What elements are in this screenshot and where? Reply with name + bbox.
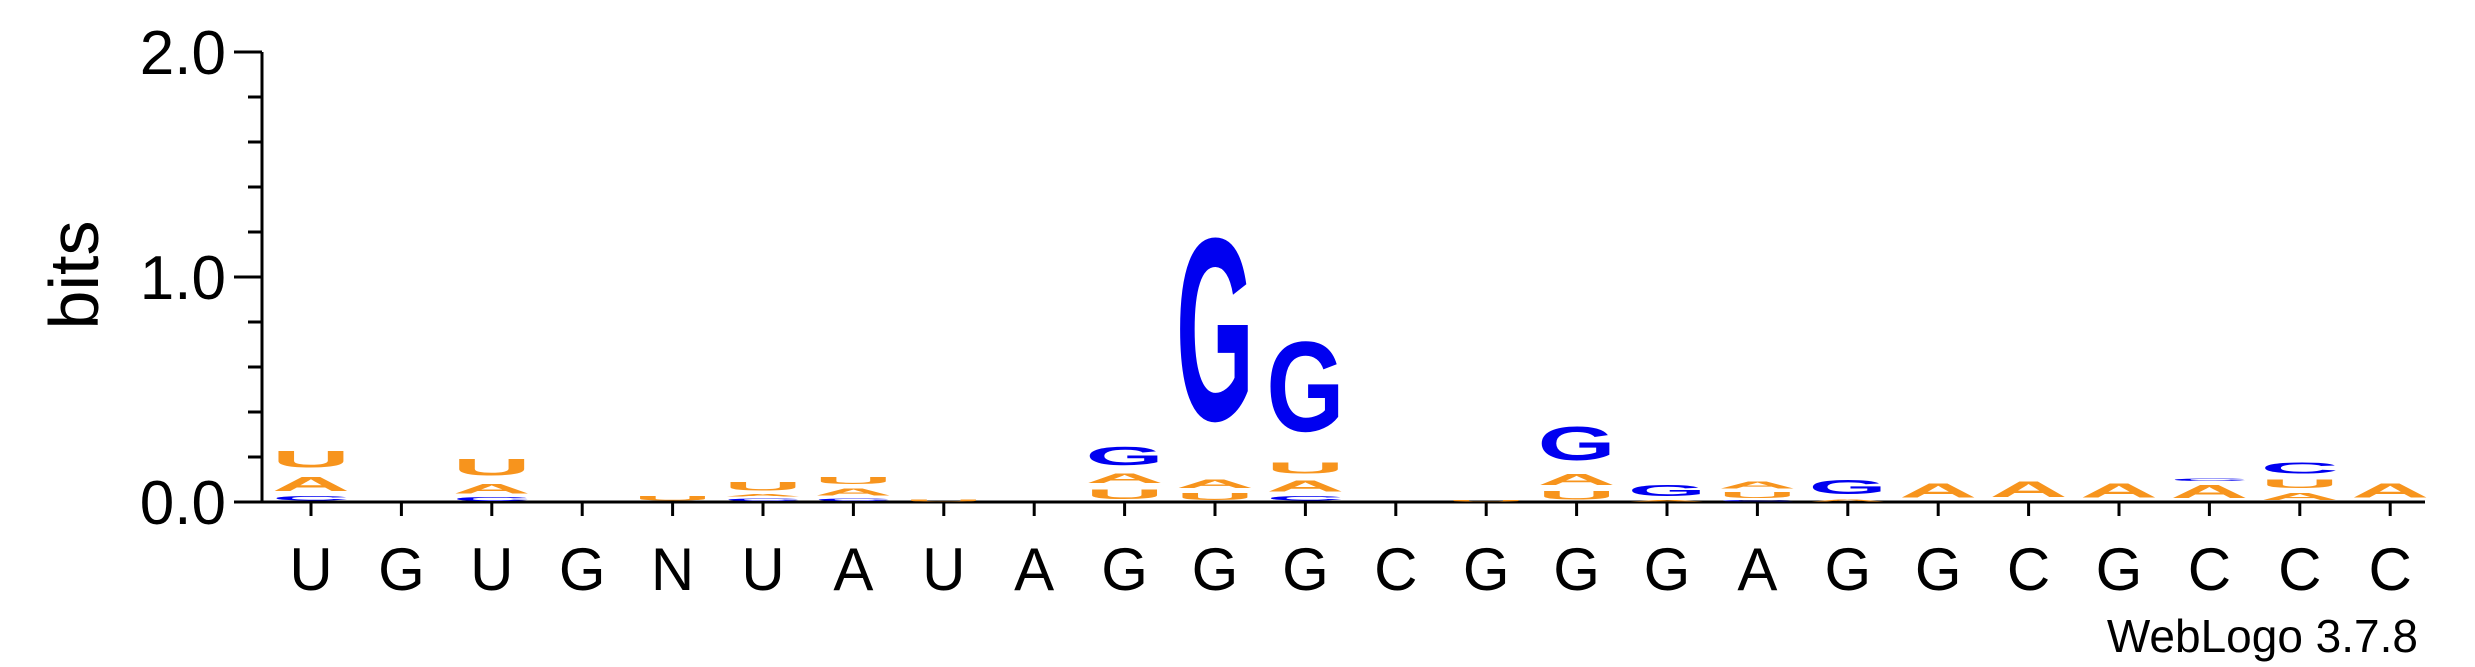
logo-glyph-u: U <box>634 495 712 502</box>
x-tick-label: G <box>1463 536 1510 603</box>
x-tick-label: G <box>378 536 425 603</box>
logo-glyph-a: A <box>2170 482 2248 502</box>
x-tick-label: A <box>833 536 873 603</box>
x-tick-label: A <box>1014 536 1054 603</box>
x-tick-label: U <box>289 536 332 603</box>
logo-glyph-g: G <box>1086 441 1164 470</box>
logo-glyph-a: A <box>453 481 531 497</box>
x-tick-label: U <box>470 536 513 603</box>
logo-glyph-a: A <box>2080 480 2158 502</box>
logo-glyph-u: U <box>1447 500 1525 502</box>
logo-glyph-u: U <box>814 475 892 486</box>
logo-glyph-a: A <box>1086 471 1164 487</box>
logo-glyph-a: A <box>1809 499 1887 502</box>
y-axis-label: bits <box>35 221 113 330</box>
logo-glyph-c: C <box>724 498 802 502</box>
logo-glyph-c: C <box>453 496 531 502</box>
logo-glyph-u: U <box>1266 459 1344 477</box>
logo-glyph-u: U <box>905 499 983 502</box>
logo-glyph-a: A <box>1266 477 1344 495</box>
logo-glyph-g: G <box>1809 476 1887 498</box>
logo-glyph-u: U <box>272 446 350 473</box>
weblogo-credit: WebLogo 3.7.8 <box>2107 610 2418 662</box>
logo-glyph-u: U <box>1538 489 1616 502</box>
logo-glyph-a: A <box>1628 500 1706 502</box>
logo-glyph-a: A <box>2261 491 2339 502</box>
x-tick-label: C <box>2369 536 2412 603</box>
logo-glyph-u: U <box>1176 491 1254 502</box>
logo-glyph-a: A <box>1990 477 2068 502</box>
x-tick-label: A <box>1737 536 1777 603</box>
logo-glyph-u: U <box>2261 477 2339 490</box>
logo-glyph-u: U <box>453 453 531 480</box>
logo-glyph-c: C <box>2261 459 2339 477</box>
x-tick-label: C <box>1374 536 1417 603</box>
logo-glyph-u: U <box>1718 491 1796 500</box>
logo-glyph-a: A <box>1899 480 1977 502</box>
logo-glyph-c: C <box>1718 500 1796 502</box>
x-tick-label: C <box>2007 536 2050 603</box>
logo-glyph-a: A <box>814 486 892 497</box>
x-tick-label: C <box>2188 536 2231 603</box>
logo-glyph-c: C <box>2170 477 2248 481</box>
logo-glyph-a: A <box>724 493 802 497</box>
logo-glyph-a: A <box>2351 480 2429 502</box>
x-tick-label: G <box>1282 536 1329 603</box>
x-tick-label: N <box>651 536 694 603</box>
logo-glyph-a: A <box>1718 480 1796 491</box>
x-tick-label: G <box>1101 536 1148 603</box>
logo-glyph-a: A <box>1538 471 1616 489</box>
logo-glyph-u: U <box>724 480 802 493</box>
logo-glyph-c: C <box>814 498 892 502</box>
y-tick-label: 2.0 <box>140 19 226 88</box>
logo-glyph-c: C <box>272 495 350 502</box>
chart-axes: 0.0 1.0 2.0 <box>140 19 2425 538</box>
x-tick-label: G <box>1824 536 1871 603</box>
x-tick-label: G <box>1644 536 1691 603</box>
logo-glyph-u: U <box>1086 486 1164 502</box>
x-tick-label: G <box>1192 536 1239 603</box>
x-tick-label: G <box>559 536 606 603</box>
x-tick-label: G <box>2096 536 2143 603</box>
logo-glyph-g: G <box>1538 416 1616 470</box>
logo-glyph-a: A <box>1176 477 1254 490</box>
x-tick-label: C <box>2278 536 2321 603</box>
y-tick-label: 1.0 <box>140 244 226 313</box>
x-tick-label: U <box>922 536 965 603</box>
logo-glyph-g: G <box>1266 316 1344 459</box>
logo-glyph-c: C <box>1266 495 1344 502</box>
y-tick-label: 0.0 <box>140 469 226 538</box>
x-tick-label: G <box>1915 536 1962 603</box>
logo-glyph-a: A <box>272 473 350 495</box>
logo-glyph-g: G <box>1628 482 1706 500</box>
logo-glyph-g: G <box>1176 183 1254 475</box>
x-tick-label: U <box>741 536 784 603</box>
x-tick-label: G <box>1553 536 1600 603</box>
